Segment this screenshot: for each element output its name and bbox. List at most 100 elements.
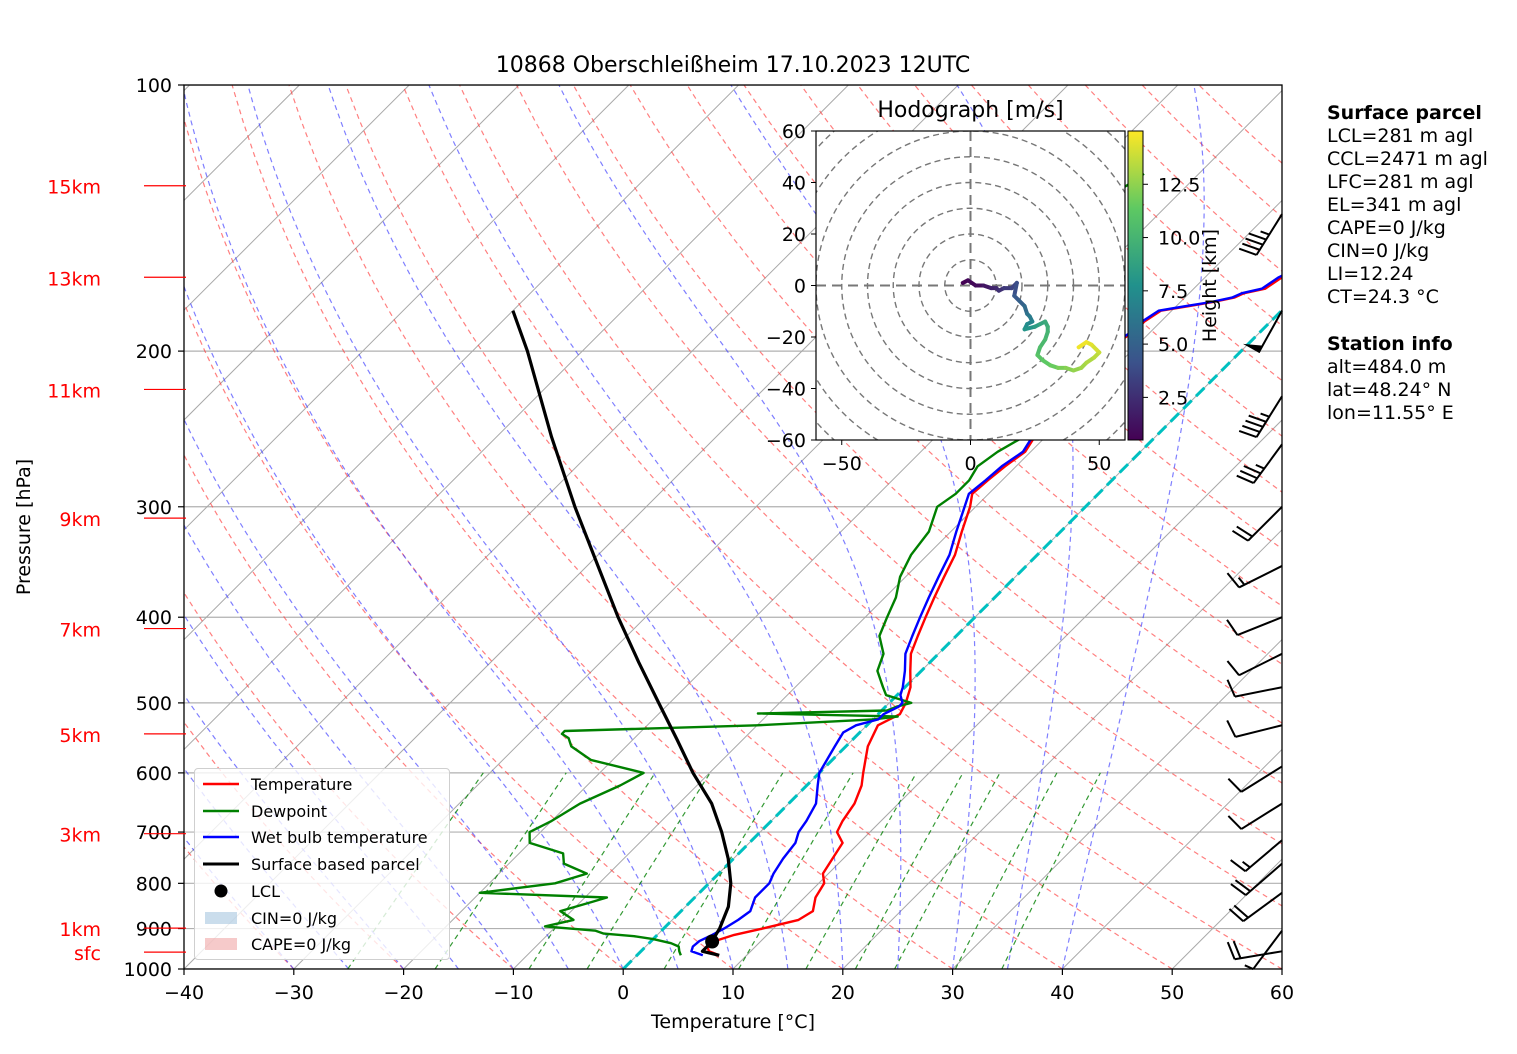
mixing-ratio-line — [434, 772, 567, 969]
moist-adiabat — [327, 85, 789, 969]
legend-swatch — [201, 853, 241, 875]
surface-parcel-title: Surface parcel — [1327, 102, 1482, 124]
dry-adiabat — [857, 85, 1282, 493]
y-tick-label: 700 — [136, 822, 172, 844]
wind-barb-full — [1243, 465, 1262, 475]
hodograph-segment — [1012, 280, 1019, 298]
mixing-ratio-line — [894, 772, 1001, 969]
wind-barb-half — [1241, 860, 1251, 869]
wind-barb-staff — [1235, 724, 1283, 738]
dry-adiabat — [402, 85, 1282, 969]
isotherm — [1062, 748, 1282, 969]
wind-barb-full — [1242, 424, 1261, 433]
wind-barb — [1226, 565, 1283, 589]
surface_parcel-line: LI=12.24 — [1327, 263, 1414, 285]
y-tick-label: 300 — [136, 497, 172, 519]
wind-barb-full — [1226, 660, 1240, 676]
wind-barb-half — [1255, 463, 1265, 470]
reference-isotherm-line — [622, 308, 1282, 969]
x-tick-label: 10 — [721, 982, 745, 1004]
wind-barb — [1227, 802, 1283, 830]
wind-barb-half — [1260, 230, 1270, 236]
dry-adiabat — [184, 721, 405, 969]
wind-barb — [1226, 652, 1283, 677]
height-marker-label: 3km — [59, 825, 101, 847]
y-tick-label: 100 — [136, 75, 172, 97]
wind-barb-staff — [1247, 506, 1283, 542]
dry-adiabat — [184, 116, 844, 969]
moist-adiabat — [956, 85, 1074, 969]
legend-item: Wet bulb temperature — [201, 826, 445, 848]
wind-barb-full — [1231, 529, 1249, 542]
station_info-line: lon=11.55° E — [1327, 402, 1454, 424]
y-tick-label: 200 — [136, 341, 172, 363]
wind-barb — [1226, 940, 1283, 961]
lcl-marker — [705, 934, 720, 949]
y-tick-label: 800 — [136, 873, 172, 895]
legend-label: Surface based parcel — [251, 855, 420, 875]
legend-label: Dewpoint — [251, 801, 328, 821]
legend-swatch — [201, 907, 241, 929]
dry-adiabat — [184, 453, 624, 969]
hodograph-y-tick-label: −20 — [766, 327, 806, 349]
wind-barb-staff — [1240, 802, 1283, 830]
legend-item: CAPE=0 J/kg — [201, 933, 445, 955]
info-panel: Surface parcel LCL=281 m agl CCL=2471 m a… — [1327, 102, 1488, 425]
isotherm — [184, 85, 520, 421]
x-tick-label: 60 — [1270, 982, 1294, 1004]
moist-adiabat — [247, 85, 734, 969]
wind-barb-staff — [1252, 930, 1283, 970]
x-axis-label: Temperature [°C] — [650, 1011, 815, 1033]
station_info-line: lat=48.24° N — [1327, 379, 1452, 401]
surface_parcel-line: LFC=281 m agl — [1327, 171, 1474, 193]
wind-barb-full — [1232, 940, 1242, 959]
wind-barb-staff — [1237, 616, 1283, 636]
isotherm — [952, 638, 1282, 969]
wind-barb-full — [1233, 904, 1249, 919]
wind-barb — [1228, 892, 1283, 923]
surface_parcel-line: CAPE=0 J/kg — [1327, 217, 1446, 239]
y-tick-label: 400 — [136, 607, 172, 629]
mixing-ratio-line — [738, 772, 854, 969]
height-marker-label: 1km — [59, 919, 101, 941]
wind-barb-full — [1226, 679, 1236, 698]
hodograph-y-tick-label: 60 — [782, 121, 806, 143]
y-axis-label: Pressure [hPa] — [13, 459, 35, 595]
wind-barb — [1226, 719, 1283, 738]
legend-label: CAPE=0 J/kg — [251, 935, 352, 955]
legend-item: Dewpoint — [201, 800, 445, 822]
wind-barb-staff — [1242, 892, 1283, 923]
hodograph-y-tick-label: −60 — [766, 430, 806, 452]
legend-item: CIN=0 J/kg — [201, 907, 445, 929]
y-tick-label: 500 — [136, 693, 172, 715]
legend-item: Surface based parcel — [201, 853, 445, 875]
wind-barb-full — [1226, 941, 1236, 960]
surface_parcel-line: EL=341 m agl — [1327, 194, 1462, 216]
height-marker-label: 7km — [59, 620, 101, 642]
wind-barb-full — [1239, 469, 1258, 480]
colorbar — [1127, 130, 1144, 441]
legend-label: Temperature — [251, 775, 353, 794]
wind-barb — [1238, 395, 1283, 438]
wind-barb-staff — [1234, 686, 1283, 698]
wind-barb-full — [1236, 474, 1255, 485]
moist-adiabat — [184, 89, 679, 969]
colorbar-label: Height [km] — [1199, 229, 1221, 342]
mixing-ratio-line — [954, 772, 1058, 969]
wind-barb-staff — [1234, 950, 1283, 961]
station_info-line: alt=484.0 m — [1327, 356, 1447, 378]
x-tick-label: 50 — [1160, 982, 1184, 1004]
dry-adiabat — [459, 85, 1282, 907]
wind-barb-full — [1245, 419, 1264, 428]
hodograph-y-tick-label: 40 — [782, 173, 806, 195]
legend-label: LCL — [251, 881, 280, 901]
mixing-ratio-line — [528, 772, 656, 969]
height-marker-label: sfc — [74, 943, 101, 965]
moist-adiabat — [1061, 85, 1205, 969]
height-marker-label: 11km — [47, 380, 101, 402]
wind-barb — [1236, 443, 1283, 485]
hodograph-y-tick-label: −40 — [766, 379, 806, 401]
wind-barb-half — [1260, 412, 1270, 418]
wind-barb-staff — [1245, 862, 1283, 896]
